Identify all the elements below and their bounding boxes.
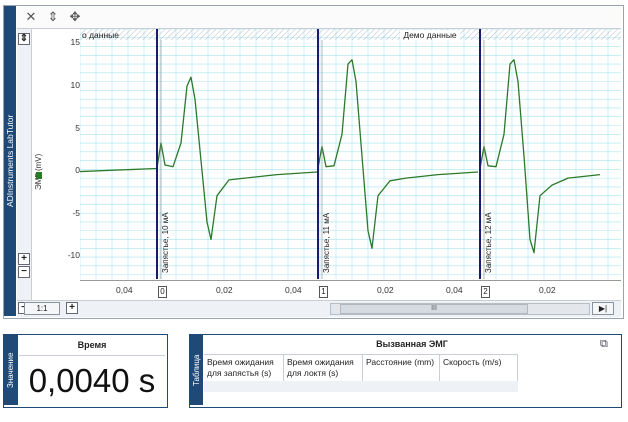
block-number-label: 0 bbox=[158, 286, 167, 298]
block-header-title: Демо данные bbox=[403, 30, 457, 40]
table-title: Вызванная ЭМГ bbox=[376, 339, 448, 349]
emg-trace bbox=[479, 59, 601, 254]
column-header[interactable]: Время ожидания для локтя (s) bbox=[284, 355, 363, 381]
zoom-in-button[interactable]: + bbox=[18, 253, 30, 265]
x-tick-label: 0,04 bbox=[446, 285, 463, 295]
channel-menu-button[interactable]: ⇕ bbox=[18, 33, 30, 45]
y-axis[interactable]: 15 10 5 0 -5 -10 bbox=[32, 29, 80, 279]
column-header[interactable]: Расстояние (mm) bbox=[363, 355, 440, 381]
value-title: Время bbox=[19, 335, 165, 356]
block-header-bg bbox=[400, 30, 460, 40]
x-tick-label: 0,04 bbox=[116, 285, 133, 295]
block-comment: Запястье, 11 мА bbox=[322, 212, 331, 273]
table-row[interactable] bbox=[204, 381, 518, 392]
column-header[interactable]: Скорость (m/s) bbox=[440, 355, 518, 381]
scroll-thumb[interactable]: III bbox=[340, 304, 528, 314]
column-header[interactable]: Время ожидания для запястья (s) bbox=[204, 355, 284, 381]
traces bbox=[80, 59, 601, 254]
plot-area[interactable]: о данные Демо данные Запястье, 10 мА Запяс… bbox=[80, 29, 621, 279]
chart-panel bbox=[3, 5, 624, 319]
table-header: Время ожидания для запястья (s) Время ож… bbox=[204, 354, 518, 382]
value-strip bbox=[4, 335, 18, 405]
value-readout: 0,0040 s bbox=[28, 362, 156, 399]
block-number-label: 1 bbox=[319, 286, 328, 298]
y-tick-label: 0 bbox=[75, 165, 80, 175]
x-zoom-in-button[interactable]: + bbox=[66, 302, 78, 314]
copy-icon[interactable]: ⧉ bbox=[600, 338, 608, 350]
chart-toolbar: ✕ ⇕ ✥ bbox=[17, 6, 621, 29]
emg-trace bbox=[156, 76, 318, 241]
channel-gutter bbox=[17, 29, 32, 316]
block-markers: Запястье, 10 мА Запястье, 11 мА Запястье, … bbox=[156, 29, 493, 279]
channel-label: ЭМГ (mV) bbox=[34, 153, 43, 190]
x-tick-label: 0,02 bbox=[539, 285, 556, 295]
zoom-out-button[interactable]: − bbox=[18, 266, 30, 278]
y-tick-label: 15 bbox=[70, 37, 80, 47]
x-tick-label: 0,02 bbox=[216, 285, 233, 295]
block-number-label: 2 bbox=[481, 286, 490, 298]
block-headers: о данные Демо данные bbox=[80, 29, 621, 40]
value-side-label: Значение bbox=[6, 352, 15, 388]
table-panel bbox=[189, 334, 622, 408]
scroll-end-button[interactable]: ▶| bbox=[592, 302, 614, 315]
brand-strip bbox=[4, 6, 16, 316]
x-tick-label: 0,02 bbox=[377, 285, 394, 295]
channel-color-swatch bbox=[36, 172, 42, 179]
table-strip bbox=[190, 335, 203, 405]
x-axis: 0,04 0 0,02 0,04 1 0,02 0,04 2 0,02 bbox=[80, 280, 621, 301]
emg-trace bbox=[317, 59, 479, 249]
y-tick-label: -10 bbox=[67, 250, 80, 260]
block-header-title: о данные bbox=[82, 30, 119, 40]
x-tick-label: 0,04 bbox=[285, 285, 302, 295]
close-icon[interactable]: ✕ bbox=[25, 9, 37, 24]
y-tick-label: 5 bbox=[75, 123, 80, 133]
block-comment: Запястье, 12 мА bbox=[484, 212, 493, 273]
scale-button[interactable]: 1:1 bbox=[24, 302, 60, 315]
value-panel bbox=[3, 334, 168, 408]
block-header-hatch bbox=[80, 29, 621, 40]
y-tick-label: -5 bbox=[72, 208, 80, 218]
pan-icon[interactable]: ✥ bbox=[69, 9, 81, 24]
block-comment: Запястье, 10 мА bbox=[161, 212, 170, 273]
cursor-icon[interactable]: ⇕ bbox=[47, 9, 59, 24]
emg-trace bbox=[80, 167, 158, 173]
y-tick-label: 10 bbox=[70, 80, 80, 90]
table-side-label: Таблица bbox=[192, 354, 201, 386]
brand-label: ADInstruments LabTutor bbox=[5, 114, 15, 208]
